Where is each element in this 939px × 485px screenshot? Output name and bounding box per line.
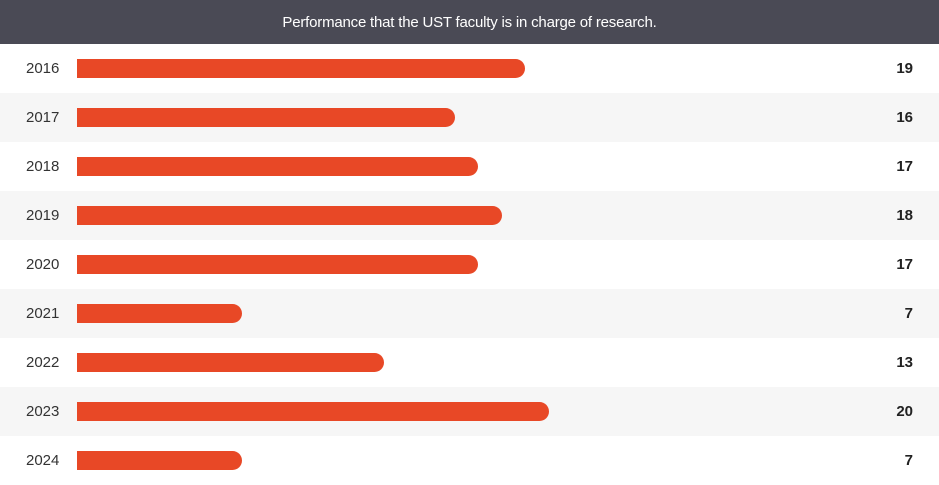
value-label: 13 (896, 354, 913, 371)
bar (77, 108, 455, 127)
chart-title: Performance that the UST faculty is in c… (282, 13, 657, 31)
bar-row: 2024 7 (0, 436, 939, 485)
bar-row: 2016 19 (0, 44, 939, 93)
bar (77, 451, 242, 470)
category-label: 2017 (26, 109, 60, 126)
bar (77, 206, 502, 225)
bar-row: 2019 18 (0, 191, 939, 240)
bar-rows: 2016 19 2017 16 2018 17 2019 18 2020 17 2021 7 2022 1… (0, 44, 939, 485)
bar-row: 2022 13 (0, 338, 939, 387)
bar (77, 255, 478, 274)
category-label: 2024 (26, 452, 60, 469)
value-label: 17 (896, 256, 913, 273)
bar (77, 402, 549, 421)
value-label: 7 (904, 305, 913, 322)
value-label: 17 (896, 158, 913, 175)
chart-title-bar: Performance that the UST faculty is in c… (0, 0, 939, 44)
category-label: 2018 (26, 158, 60, 175)
category-label: 2022 (26, 354, 60, 371)
category-label: 2021 (26, 305, 60, 322)
value-label: 7 (904, 452, 913, 469)
bar (77, 157, 478, 176)
bar (77, 59, 525, 78)
bar (77, 353, 384, 372)
value-label: 18 (896, 207, 913, 224)
bar-row: 2021 7 (0, 289, 939, 338)
bar-row: 2020 17 (0, 240, 939, 289)
bar-row: 2018 17 (0, 142, 939, 191)
category-label: 2016 (26, 60, 60, 77)
bar (77, 304, 242, 323)
bar-row: 2023 20 (0, 387, 939, 436)
category-label: 2019 (26, 207, 60, 224)
value-label: 19 (896, 60, 913, 77)
value-label: 16 (896, 109, 913, 126)
category-label: 2020 (26, 256, 60, 273)
value-label: 20 (896, 403, 913, 420)
category-label: 2023 (26, 403, 60, 420)
bar-row: 2017 16 (0, 93, 939, 142)
